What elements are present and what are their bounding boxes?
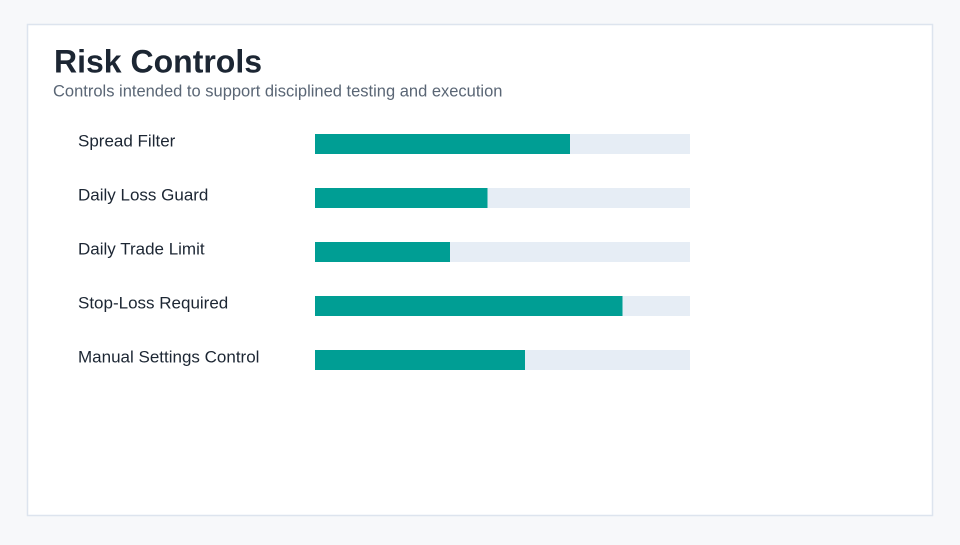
bar bbox=[315, 296, 623, 316]
bar bbox=[315, 350, 525, 370]
chart-subtitle: Controls intended to support disciplined… bbox=[53, 82, 502, 100]
category-label: Daily Trade Limit bbox=[78, 239, 205, 258]
category-label: Daily Loss Guard bbox=[78, 185, 208, 204]
bar bbox=[315, 134, 570, 154]
category-label: Manual Settings Control bbox=[78, 347, 259, 366]
bar bbox=[315, 242, 450, 262]
chart-title: Risk Controls bbox=[54, 43, 262, 79]
card bbox=[26, 23, 934, 517]
category-label: Spread Filter bbox=[78, 131, 176, 150]
category-label: Stop-Loss Required bbox=[78, 293, 228, 312]
bar bbox=[315, 188, 488, 208]
